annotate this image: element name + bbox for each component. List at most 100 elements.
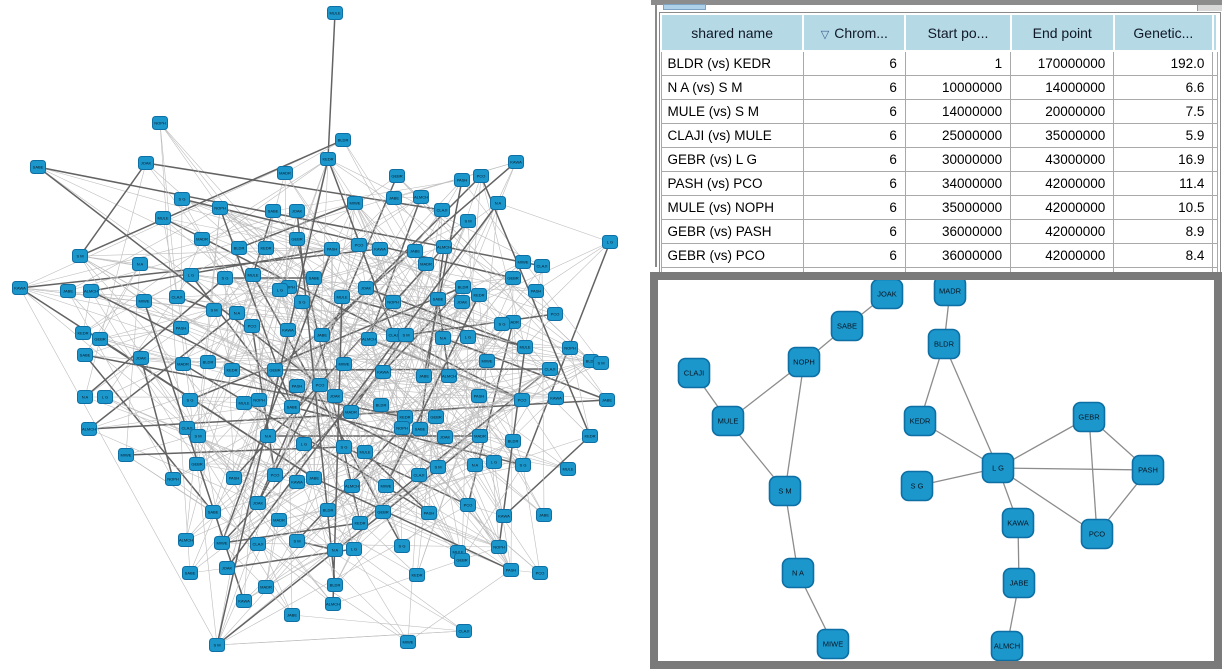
network-node[interactable]: CLAJI [411,468,427,482]
network-node[interactable]: MULE [334,290,350,304]
network-node[interactable]: PCO [312,378,328,392]
network-node[interactable]: KEDR [224,363,240,377]
network-node[interactable]: MULE [236,396,252,410]
network-node[interactable]: S M [593,356,609,370]
table-row[interactable]: GEBR (vs) L G 6 30000000 43000000 16.9 [660,147,1218,172]
network-node[interactable]: KAWA [12,281,28,295]
network-node[interactable]: NOPH [385,295,401,309]
network-node[interactable]: KAWA [236,594,252,608]
column-header-genetic[interactable]: Genetic... [1112,13,1214,52]
network-node[interactable]: PASH [226,471,242,485]
network-node[interactable]: L G [486,455,502,469]
network-node[interactable]: MIWE [347,196,363,210]
network-node[interactable]: SABE [306,271,322,285]
network-node[interactable]: SABE [205,505,221,519]
network-node[interactable]: CLAJI [169,290,185,304]
network-node[interactable]: JOAK [133,351,149,365]
network-node[interactable]: KAWA [1001,507,1035,539]
network-node[interactable]: NOPH [394,421,410,435]
network-node[interactable]: SABE [30,160,46,174]
column-header-end-point[interactable]: End point [1009,13,1115,52]
network-node[interactable]: PCO [351,238,367,252]
network-node[interactable]: MADR [194,232,210,246]
network-node[interactable]: N A [327,543,343,557]
network-node[interactable]: GEBR [267,363,283,377]
network-node[interactable]: KEDR [75,326,91,340]
network-node[interactable]: GEBR [289,232,305,246]
network-node[interactable]: MIWE [214,536,230,550]
network-node[interactable]: S M [289,534,305,548]
network-node[interactable]: SABE [182,566,198,580]
network-node[interactable]: ALMCH [344,479,360,493]
network-node[interactable]: N A [435,331,451,345]
network-node[interactable]: MULE [327,6,343,20]
network-node[interactable]: ALMCH [990,630,1024,661]
network-node[interactable]: BLDR [927,328,961,360]
network-node[interactable]: ALMCH [81,422,97,436]
network-node[interactable]: JABE [416,369,432,383]
network-node[interactable]: JOAK [289,204,305,218]
network-node[interactable]: JABE [407,244,423,258]
network-node[interactable]: S M [460,214,476,228]
network-node[interactable]: S G [294,295,310,309]
network-node[interactable]: MULE [155,211,171,225]
table-row[interactable]: GEBR (vs) PCO 6 36000000 42000000 8.4 [660,243,1218,268]
network-node[interactable]: JOAK [250,496,266,510]
network-node[interactable]: NOPH [251,393,267,407]
network-node[interactable]: MADR [418,257,434,271]
table-row[interactable]: MULE (vs) S M 6 14000000 20000000 7.5 [660,99,1218,124]
network-node[interactable]: JABE [1002,567,1036,599]
network-node[interactable]: JOAK [454,295,470,309]
network-node[interactable]: PCO [267,468,283,482]
network-node[interactable]: SABE [284,400,300,414]
network-node[interactable]: CLAJI [434,203,450,217]
network-node[interactable]: S G [900,470,934,502]
network-node[interactable]: L G [602,235,618,249]
network-node[interactable]: KAWA [289,475,305,489]
network-node[interactable]: S M [398,328,414,342]
network-node[interactable]: L G [460,330,476,344]
network-node[interactable]: BLDR [455,280,471,294]
network-node[interactable]: PASH [173,321,189,335]
network-node[interactable]: PASH [421,506,437,520]
network-node[interactable]: MIWE [515,255,531,269]
table-row[interactable]: CLAJI (vs) MULE 6 25000000 35000000 5.9 [660,123,1218,148]
network-node[interactable]: BLDR [373,398,389,412]
network-node[interactable]: MULE [711,405,745,437]
network-node[interactable]: KEDR [352,516,368,530]
network-node[interactable]: L G [981,452,1015,484]
network-node[interactable]: JABE [60,284,76,298]
network-node[interactable]: S G [174,192,190,206]
network-node[interactable]: KAWA [496,509,512,523]
network-node[interactable]: PCO [547,307,563,321]
network-node[interactable]: ALMCH [413,190,429,204]
network-node[interactable]: GEBR [389,169,405,183]
table-row[interactable]: MULE (vs) NOPH 6 35000000 42000000 10.5 [660,195,1218,220]
network-node[interactable]: PASH [454,173,470,187]
network-node[interactable]: NOPH [491,540,507,554]
network-node[interactable]: KEDR [258,241,274,255]
network-node[interactable]: N A [229,306,245,320]
network-node[interactable]: MIWE [118,448,134,462]
network-node[interactable]: MULE [245,268,261,282]
network-node[interactable]: N A [132,257,148,271]
network-node[interactable]: SABE [265,204,281,218]
table-row[interactable]: N A (vs) S M 6 10000000 14000000 6.6 [660,75,1218,100]
network-node[interactable]: GEBR [454,553,470,567]
network-node[interactable]: PCO [244,319,260,333]
network-node[interactable]: GEBR [92,332,108,346]
network-overview-canvas[interactable]: MULENOPHSABEJOAKMADRBLDRKEDRGEBRPASHPCOK… [0,0,652,669]
network-node[interactable]: S M [206,303,222,317]
network-node[interactable]: MADR [277,166,293,180]
network-node[interactable]: SABE [77,348,93,362]
network-node[interactable]: KAWA [372,242,388,256]
filter-icon[interactable]: ▽ [820,28,830,41]
network-node[interactable]: N A [77,390,93,404]
network-node[interactable]: CLAJI [542,362,558,376]
network-node[interactable]: PASH [324,242,340,256]
network-node[interactable]: CLAJI [534,259,550,273]
column-header-start-point[interactable]: Start po... [904,13,1012,52]
network-node[interactable]: PASH [289,379,305,393]
network-node[interactable]: JOAK [219,561,235,575]
